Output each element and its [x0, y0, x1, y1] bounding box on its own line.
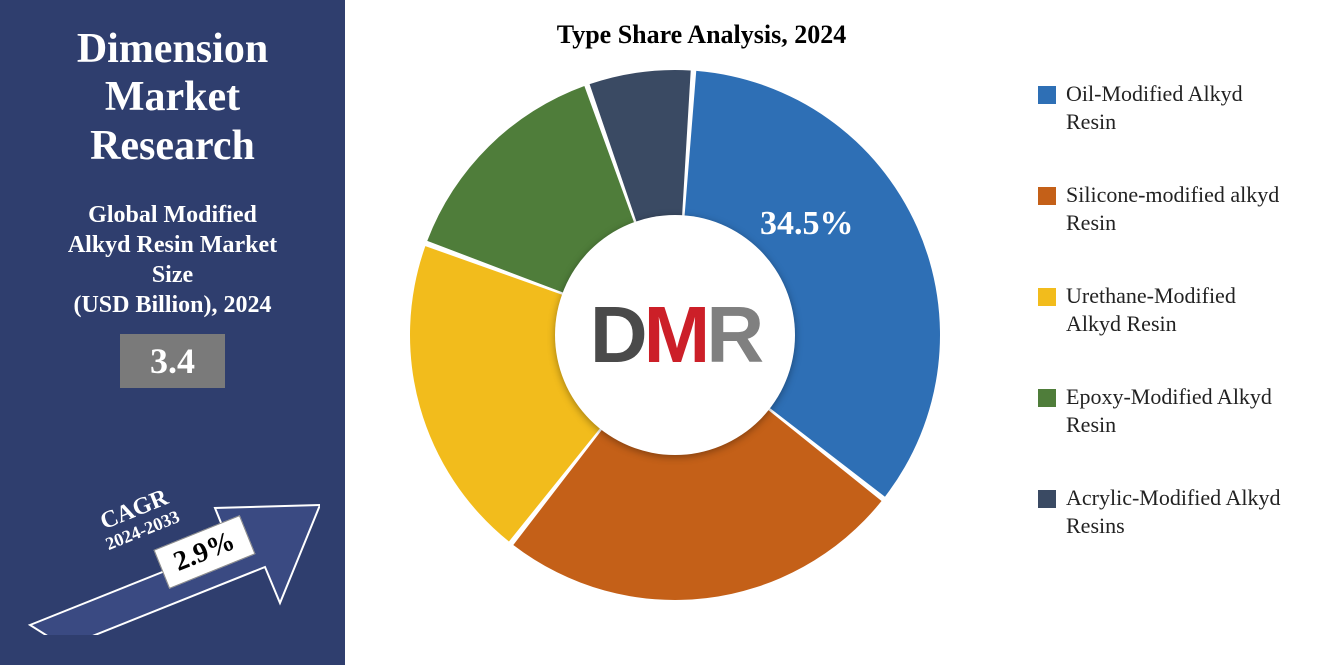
brand-title: Dimension Market Research — [20, 25, 325, 170]
market-size-value-box: 3.4 — [120, 334, 225, 388]
logo-letter-d: D — [590, 290, 644, 379]
center-logo: DMR — [555, 215, 795, 455]
donut-chart: 34.5% DMR — [395, 55, 955, 615]
market-size-label: Global Modified Alkyd Resin Market Size … — [20, 200, 325, 320]
brand-line: Research — [90, 123, 255, 169]
legend-swatch — [1038, 86, 1056, 104]
chart-legend: Oil-Modified Alkyd Resin Silicone-modifie… — [1038, 80, 1288, 585]
market-label-line: Global Modified — [88, 202, 257, 228]
logo-letter-m: M — [644, 290, 707, 379]
chart-panel: Type Share Analysis, 2024 34.5% DMR Oil-… — [345, 0, 1318, 665]
legend-label: Silicone-modified alkyd Resin — [1066, 181, 1288, 236]
legend-item: Urethane-Modified Alkyd Resin — [1038, 282, 1288, 337]
chart-title: Type Share Analysis, 2024 — [345, 20, 1058, 50]
market-label-line: Size — [152, 262, 193, 288]
brand-line: Dimension — [77, 26, 268, 72]
highlight-slice-label: 34.5% — [760, 205, 854, 243]
legend-swatch — [1038, 389, 1056, 407]
legend-label: Epoxy-Modified Alkyd Resin — [1066, 383, 1288, 438]
legend-label: Acrylic-Modified Alkyd Resins — [1066, 484, 1288, 539]
left-info-panel: Dimension Market Research Global Modifie… — [0, 0, 345, 665]
logo-text: DMR — [590, 295, 760, 375]
legend-item: Acrylic-Modified Alkyd Resins — [1038, 484, 1288, 539]
legend-label: Oil-Modified Alkyd Resin — [1066, 80, 1288, 135]
market-size-value: 3.4 — [150, 341, 195, 381]
market-label-line: Alkyd Resin Market — [68, 232, 277, 258]
market-label-line: (USD Billion), 2024 — [73, 292, 271, 318]
brand-line: Market — [105, 74, 240, 120]
legend-item: Epoxy-Modified Alkyd Resin — [1038, 383, 1288, 438]
legend-label: Urethane-Modified Alkyd Resin — [1066, 282, 1288, 337]
legend-swatch — [1038, 288, 1056, 306]
legend-swatch — [1038, 490, 1056, 508]
legend-item: Oil-Modified Alkyd Resin — [1038, 80, 1288, 135]
cagr-arrow-group: CAGR 2024-2033 2.9% — [20, 475, 320, 635]
legend-item: Silicone-modified alkyd Resin — [1038, 181, 1288, 236]
logo-letter-r: R — [706, 290, 760, 379]
legend-swatch — [1038, 187, 1056, 205]
